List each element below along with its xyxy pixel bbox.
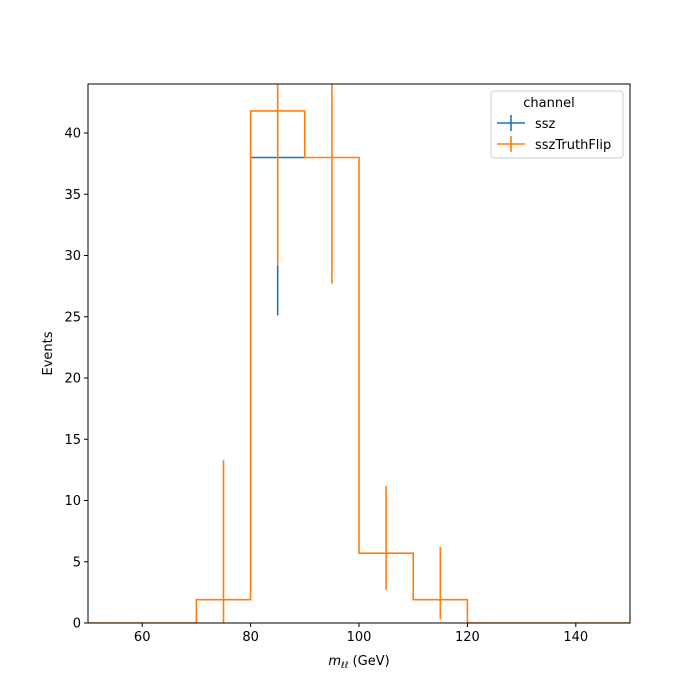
y-tick-label: 25 bbox=[64, 310, 81, 325]
y-tick-label: 10 bbox=[64, 494, 81, 509]
x-tick-label: 80 bbox=[242, 630, 259, 645]
x-tick-label: 140 bbox=[563, 630, 588, 645]
step-line-sszTruthFlip bbox=[88, 110, 630, 623]
y-tick-label: 15 bbox=[64, 433, 81, 448]
x-axis-label-unit: (GeV) bbox=[348, 654, 389, 669]
y-axis-label: Events bbox=[41, 331, 56, 375]
axis-ticks: 60 80 100 120 140 0 5 10 15 20 25 30 35 40 bbox=[64, 127, 588, 646]
y-tick-label: 0 bbox=[73, 617, 81, 632]
legend: channel ssz sszTruthFlip bbox=[490, 90, 624, 159]
legend-label-sszTruthFlip: sszTruthFlip bbox=[535, 138, 611, 153]
series-sszTruthFlip bbox=[88, 84, 630, 623]
y-tick-label: 40 bbox=[64, 127, 81, 142]
y-tick-label: 35 bbox=[64, 188, 81, 203]
x-axis-label-main: m bbox=[328, 654, 341, 669]
x-tick-label: 60 bbox=[134, 630, 151, 645]
x-tick-label: 120 bbox=[455, 630, 480, 645]
y-tick-label: 5 bbox=[73, 555, 81, 570]
legend-label-ssz: ssz bbox=[535, 117, 556, 132]
legend-box bbox=[490, 90, 624, 159]
legend-entries: ssz sszTruthFlip bbox=[497, 115, 611, 153]
x-tick-label: 100 bbox=[347, 630, 372, 645]
plot-area bbox=[88, 84, 630, 623]
y-tick-label: 30 bbox=[64, 249, 81, 264]
x-axis-label: mℓℓ (GeV) bbox=[328, 654, 389, 671]
x-axis-label-subscript: ℓℓ bbox=[340, 661, 348, 671]
y-tick-label: 20 bbox=[64, 372, 81, 387]
legend-title: channel bbox=[523, 96, 574, 111]
